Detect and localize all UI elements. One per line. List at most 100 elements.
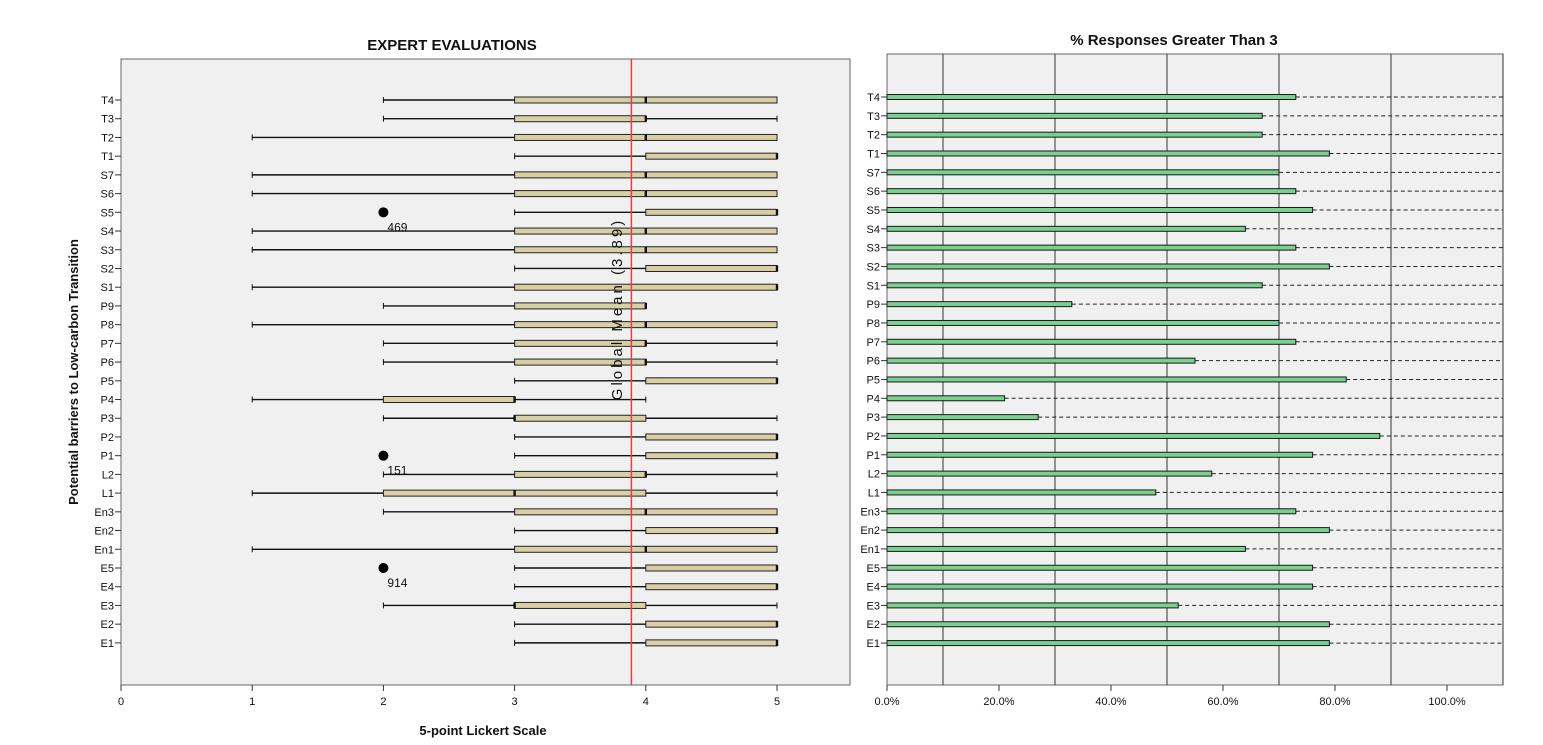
y-tick-label-e4: E4 xyxy=(101,582,114,594)
iqr-box-e4 xyxy=(645,583,778,591)
box-en2 xyxy=(514,527,779,535)
bar-e1 xyxy=(886,640,1330,647)
boxplot-chart: EXPERT EVALUATIONS Global Mean (3.89) 46… xyxy=(66,37,851,738)
box-s4 xyxy=(251,227,778,235)
outlier-label-p1: 151 xyxy=(387,464,407,478)
bar-chart-x-ticks: 0.0% 20.0% 40.0% 60.0% 80.0% 100.0% xyxy=(874,685,1466,708)
iqr-box-e2 xyxy=(645,620,778,628)
percent-bar-chart: % Responses Greater Than 3 T4 T3 T2 T1 S7 S6 S… xyxy=(860,32,1504,708)
bar-p4 xyxy=(886,395,1006,402)
bar-p9 xyxy=(886,301,1073,308)
iqr-box-t3 xyxy=(514,115,647,123)
iqr-box-p1 xyxy=(645,452,778,460)
iqr-box-s2 xyxy=(645,264,778,272)
boxplot-x-ticks: 0 1 2 3 4 5 xyxy=(118,685,780,708)
bar-chart-title: % Responses Greater Than 3 xyxy=(1070,32,1278,49)
iqr-box-t1 xyxy=(645,152,778,160)
y-tick-label-s7: S7 xyxy=(101,170,114,182)
box-e2 xyxy=(514,620,779,628)
bar-y-tick-label-s6: S6 xyxy=(867,186,880,198)
box-e1 xyxy=(514,639,779,647)
y-tick-label-p5: P5 xyxy=(101,376,114,388)
bar-en2 xyxy=(886,527,1330,534)
bar-y-tick-label-t3: T3 xyxy=(867,111,880,123)
bar-l1 xyxy=(886,489,1157,496)
bar-y-tick-label-s4: S4 xyxy=(867,224,880,236)
iqr-box-e5 xyxy=(645,564,778,572)
y-tick-label-s1: S1 xyxy=(101,282,114,294)
iqr-box-e3 xyxy=(514,601,647,609)
box-s3 xyxy=(251,246,778,254)
box-en1 xyxy=(251,545,778,553)
bar-s7 xyxy=(886,169,1280,176)
box-s1 xyxy=(251,283,779,291)
box-p8 xyxy=(251,321,778,329)
bar-p7 xyxy=(886,338,1297,345)
box-p9 xyxy=(382,302,647,310)
iqr-box-l2 xyxy=(514,470,647,478)
y-tick-label-en2: En2 xyxy=(94,526,114,538)
bar-e2 xyxy=(886,621,1330,628)
bar-y-tick-label-l2: L2 xyxy=(868,469,880,481)
bar-t4 xyxy=(886,94,1297,100)
bar-t2 xyxy=(886,131,1263,138)
bar-x-tick-label-1: 20.0% xyxy=(983,696,1014,708)
bar-p1 xyxy=(886,451,1314,458)
boxplot-title: EXPERT EVALUATIONS xyxy=(367,37,536,54)
bar-s1 xyxy=(886,282,1263,289)
box-en3 xyxy=(382,508,778,516)
bar-chart-category-labels: T4 T3 T2 T1 S7 S6 S5 S4 S3 S2 S1 P9 P8 P7 P6 P5 P4 P3 P2 P1… xyxy=(860,92,887,650)
iqr-box-e1 xyxy=(645,639,778,647)
box-e5 xyxy=(514,564,779,572)
iqr-box-s1 xyxy=(514,283,778,291)
iqr-box-p5 xyxy=(645,377,778,385)
bar-y-tick-label-e2: E2 xyxy=(867,619,880,631)
bar-y-tick-label-s1: S1 xyxy=(867,280,880,292)
bar-e5 xyxy=(886,564,1314,571)
y-tick-label-e5: E5 xyxy=(101,563,114,575)
y-tick-label-s3: S3 xyxy=(101,245,114,257)
box-s7 xyxy=(251,171,778,179)
box-s6 xyxy=(251,190,778,198)
bar-y-tick-label-p7: P7 xyxy=(867,337,880,349)
bar-s2 xyxy=(886,263,1330,270)
x-tick-label-5: 5 xyxy=(774,696,780,708)
global-mean-label: Global Mean (3.89) xyxy=(609,218,626,400)
box-l1 xyxy=(251,489,778,497)
box-p4 xyxy=(251,396,647,404)
bar-s3 xyxy=(886,244,1297,251)
boxplot-boxes xyxy=(251,96,779,647)
y-tick-label-en1: En1 xyxy=(94,544,114,556)
bar-chart-plot-area xyxy=(886,53,1504,686)
y-tick-label-p8: P8 xyxy=(101,320,114,332)
y-tick-label-t1: T1 xyxy=(101,151,114,163)
bar-x-tick-label-4: 80.0% xyxy=(1319,696,1350,708)
boxplot-category-labels: T4 T3 T2 T1 S7 S6 S5 S4 S3 S2 S1 P9 P8 P7 P6 P5 P4 P3 P2 P1… xyxy=(94,95,121,650)
box-p1 xyxy=(514,452,779,460)
iqr-box-p3 xyxy=(514,414,647,422)
boxplot-plot-area xyxy=(120,58,851,686)
bar-x-tick-label-0: 0.0% xyxy=(874,696,899,708)
y-tick-label-s2: S2 xyxy=(101,263,114,275)
bar-x-tick-label-3: 60.0% xyxy=(1207,696,1238,708)
box-t1 xyxy=(514,152,779,160)
bar-x-tick-label-5: 100.0% xyxy=(1428,696,1466,708)
bar-t1 xyxy=(886,150,1330,157)
iqr-box-p6 xyxy=(514,358,647,366)
box-p7 xyxy=(382,339,778,347)
bar-en3 xyxy=(886,508,1297,515)
outlier-point-p1 xyxy=(378,450,389,461)
box-p2 xyxy=(514,433,779,441)
bar-s6 xyxy=(886,188,1297,195)
bar-y-tick-label-t1: T1 xyxy=(867,148,880,160)
y-tick-label-t2: T2 xyxy=(101,132,114,144)
box-l2 xyxy=(382,470,778,478)
bar-y-tick-label-p9: P9 xyxy=(867,299,880,311)
bar-y-tick-label-e4: E4 xyxy=(867,582,880,594)
bar-p3 xyxy=(886,414,1039,421)
iqr-box-en2 xyxy=(645,527,778,535)
y-tick-label-p4: P4 xyxy=(101,395,114,407)
iqr-box-p7 xyxy=(514,339,647,347)
bar-y-tick-label-en3: En3 xyxy=(860,506,880,518)
